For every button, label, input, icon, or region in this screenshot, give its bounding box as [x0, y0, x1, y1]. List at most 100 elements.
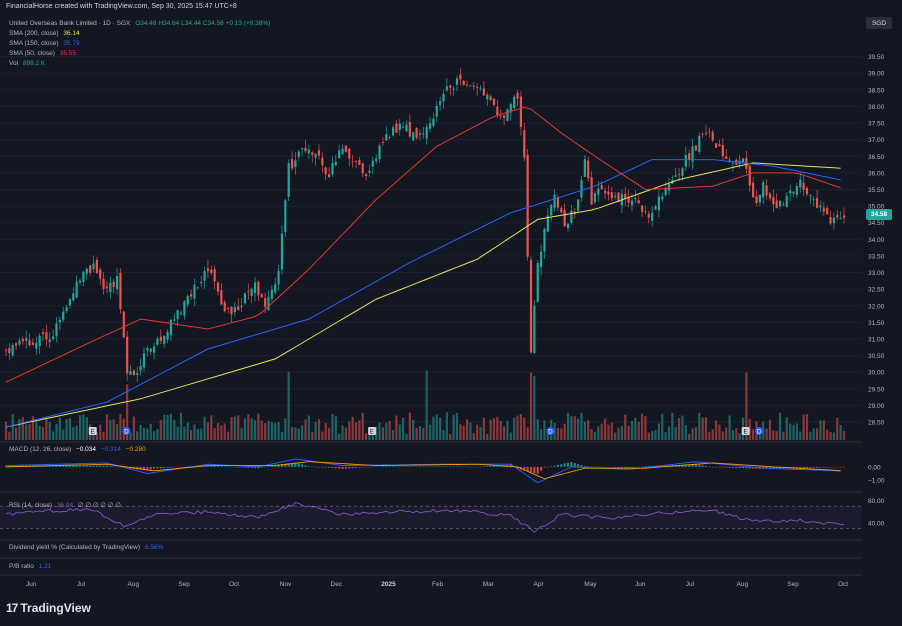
- candle-body: [597, 188, 600, 195]
- candle-body: [183, 301, 186, 316]
- macd-histogram-bar: [250, 466, 253, 468]
- volume-bar: [213, 427, 216, 440]
- macd-histogram-bar: [119, 466, 122, 468]
- volume-bar: [772, 430, 775, 440]
- macd-histogram-bar: [152, 466, 156, 469]
- candle-body: [822, 207, 825, 212]
- macd-histogram-bar: [166, 466, 169, 468]
- macd-histogram-bar: [792, 466, 795, 469]
- macd-histogram-bar: [509, 464, 512, 467]
- macd-histogram-bar: [240, 466, 243, 468]
- pb-legend: P/B ratio 1.21: [9, 563, 51, 570]
- candle-body: [469, 85, 472, 87]
- candle-body: [122, 311, 125, 338]
- candle-body: [667, 184, 671, 191]
- volume-bar: [200, 428, 203, 440]
- candle-body: [529, 259, 533, 353]
- candle-body: [657, 196, 660, 211]
- candle-body: [129, 371, 132, 375]
- candle-body: [334, 161, 337, 166]
- volume-bar: [476, 424, 479, 440]
- volume-bar: [442, 430, 445, 440]
- candle-body: [741, 158, 745, 163]
- volume-bar: [725, 427, 728, 440]
- earnings-marker: [368, 427, 377, 435]
- volume-bar: [671, 412, 674, 440]
- macd-histogram-bar: [371, 466, 374, 468]
- candle-body: [159, 336, 162, 342]
- marker-label: E: [370, 430, 374, 436]
- candle-body: [48, 339, 51, 343]
- volume-bar: [630, 421, 634, 440]
- candle-body: [691, 146, 694, 162]
- y-tick-label: 33.50: [868, 253, 885, 260]
- volume-bar: [62, 429, 65, 440]
- candle-body: [85, 268, 88, 274]
- volume-bar: [583, 421, 586, 440]
- dividend-label: Dividend yield % (Calculated by TradingV…: [9, 544, 141, 551]
- volume-bar: [179, 412, 183, 440]
- candle-body: [681, 168, 684, 177]
- candle-body: [462, 80, 465, 86]
- volume-bar: [395, 415, 398, 440]
- volume-bar: [661, 413, 664, 440]
- candle-body: [792, 191, 795, 194]
- volume-bar: [455, 412, 459, 440]
- macd-histogram-bar: [58, 465, 61, 467]
- volume-bar: [169, 414, 172, 440]
- macd-histogram-bar: [819, 466, 822, 468]
- macd-histogram-bar: [230, 466, 233, 468]
- volume-bar: [768, 419, 772, 440]
- candle-body: [301, 147, 304, 149]
- macd-histogram-bar: [280, 463, 284, 467]
- candle-body: [728, 159, 731, 161]
- macd-histogram-bar: [455, 466, 459, 468]
- volume-bar: [402, 417, 405, 440]
- candle-body: [550, 204, 553, 216]
- macd-line-value: −0.314: [100, 446, 121, 453]
- volume-bar: [486, 433, 489, 440]
- volume-bar: [365, 433, 368, 440]
- candle-body: [516, 92, 519, 99]
- volume-bar: [546, 428, 549, 440]
- macd-histogram-bar: [472, 466, 475, 468]
- macd-histogram-bar: [253, 466, 257, 469]
- candle-body: [439, 101, 442, 105]
- volume-bar: [469, 422, 472, 440]
- macd-histogram-bar: [469, 466, 472, 468]
- macd-histogram-bar: [402, 466, 405, 467]
- volume-bar: [41, 426, 45, 440]
- candle-body: [721, 145, 724, 157]
- macd-histogram-bar: [624, 466, 627, 469]
- candle-body: [624, 193, 627, 199]
- volume-bar: [243, 418, 247, 440]
- macd-histogram-bar: [183, 466, 186, 468]
- macd-histogram-bar: [425, 466, 428, 467]
- candle-body: [163, 335, 166, 344]
- candle-body: [371, 160, 374, 167]
- macd-histogram-bar: [439, 466, 442, 467]
- candle-body: [610, 192, 613, 199]
- volume-bar: [812, 428, 815, 440]
- macd-histogram-bar: [432, 466, 435, 467]
- volume-bar: [348, 421, 351, 440]
- dividend-marker: [755, 427, 764, 435]
- macd-histogram-bar: [836, 466, 839, 468]
- candle-body: [637, 200, 640, 204]
- candle-body: [230, 306, 233, 315]
- currency-badge[interactable]: SGD: [866, 17, 892, 29]
- volume-bar: [317, 419, 321, 440]
- macd-histogram-bar: [99, 465, 102, 467]
- candle-body: [418, 133, 422, 135]
- volume-bar: [802, 414, 805, 440]
- volume-bar: [839, 425, 842, 440]
- macd-histogram-bar: [603, 466, 607, 468]
- volume-bar: [68, 418, 72, 440]
- volume-bar: [166, 414, 169, 440]
- candle-body: [614, 196, 617, 198]
- volume-bar: [775, 431, 778, 440]
- candle-body: [523, 130, 526, 158]
- tradingview-logo[interactable]: 17 TradingView: [6, 601, 91, 615]
- candle-body: [35, 342, 38, 349]
